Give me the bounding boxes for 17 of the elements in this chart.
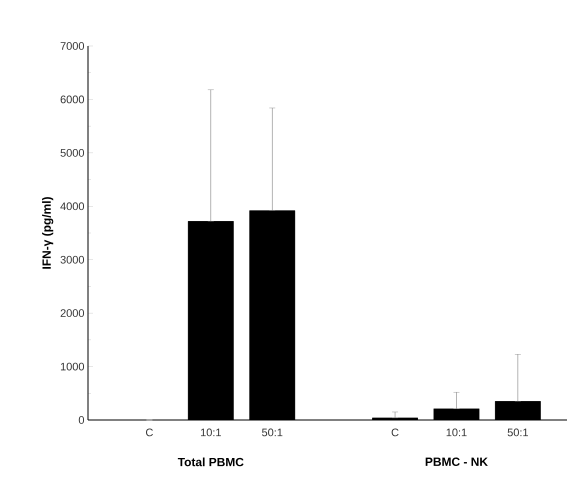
x-tick-label: C xyxy=(146,428,153,436)
text: Total PBMC xyxy=(178,458,244,466)
y-tick-label: 1000 xyxy=(60,362,84,370)
x-tick-label: 10:1 xyxy=(446,428,467,436)
y-tick-label: 4000 xyxy=(60,202,84,210)
y-tick-label: 7000 xyxy=(60,42,84,50)
x-tick-label: 10:1 xyxy=(200,428,221,436)
x-tick-label: 50:1 xyxy=(262,428,282,436)
y-axis-title: IFN-γ (pg/ml) xyxy=(42,197,54,269)
text: PBMC - NK xyxy=(426,458,488,466)
y-tick-label: 5000 xyxy=(60,148,84,157)
x-tick-label: C xyxy=(392,428,399,436)
y-tick-label: 3000 xyxy=(60,256,84,264)
x-tick-label: 50:1 xyxy=(508,428,528,436)
y-tick-label: 6000 xyxy=(60,96,84,104)
y-tick-label: 2000 xyxy=(60,309,84,318)
y-tick-label: 0 xyxy=(78,416,84,424)
